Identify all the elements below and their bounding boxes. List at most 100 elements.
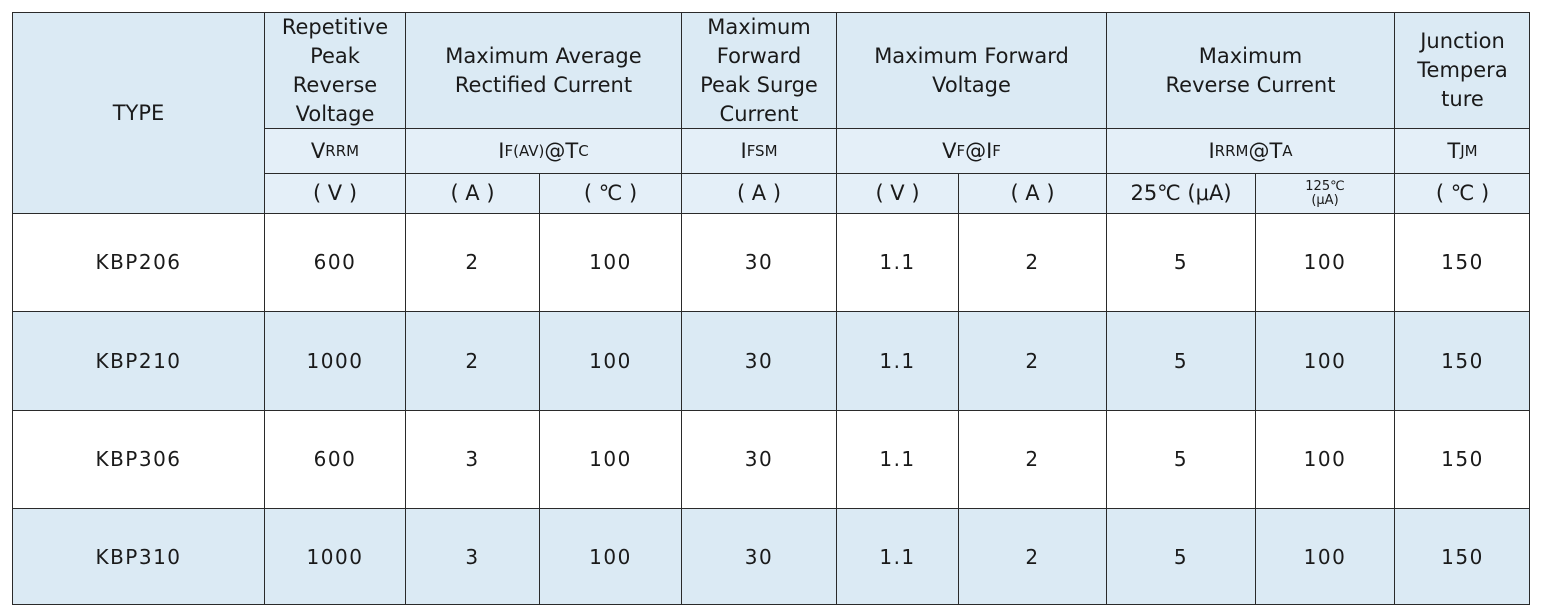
- text: 600: [313, 447, 357, 471]
- text: ( A ): [736, 181, 782, 205]
- data-cell: 150: [1394, 508, 1530, 605]
- text: 3: [465, 447, 480, 471]
- text: Repetitive Peak Reverse Voltage: [281, 14, 389, 126]
- text: Junction Tempera ture: [1417, 29, 1508, 111]
- unit-header: ( A ): [958, 173, 1106, 213]
- data-cell: KBP306: [12, 410, 264, 508]
- text: KBP306: [95, 447, 182, 471]
- text: RRM: [1214, 141, 1249, 160]
- text: 1000: [306, 544, 364, 569]
- data-cell: 100: [1255, 508, 1394, 605]
- data-cell: 5: [1106, 508, 1255, 605]
- group-header: Maximum Reverse Current: [1106, 12, 1394, 128]
- data-cell: 3: [405, 410, 539, 508]
- text: 1.1: [879, 447, 916, 471]
- text: 5: [1173, 250, 1189, 274]
- text: JM: [1460, 141, 1478, 160]
- data-cell: 30: [681, 410, 836, 508]
- text: FSM: [746, 141, 778, 160]
- text: Maximum Reverse Current: [1165, 43, 1336, 97]
- unit-header: 125℃ (μA): [1255, 173, 1394, 213]
- text: F(AV): [504, 141, 545, 160]
- data-cell: 2: [405, 213, 539, 311]
- text: V: [310, 138, 326, 163]
- data-cell: 5: [1106, 311, 1255, 410]
- symbol-header: V RRM: [264, 128, 405, 173]
- data-cell: 2: [958, 213, 1106, 311]
- text: ( A ): [450, 181, 495, 205]
- data-cell: 600: [264, 213, 405, 311]
- unit-header: ( V ): [264, 173, 405, 213]
- data-cell: 2: [958, 508, 1106, 605]
- text: Maximum Forward Peak Surge Current: [700, 14, 818, 126]
- symbol-header: I F(AV) @T C: [405, 128, 681, 173]
- text: 1.1: [879, 544, 916, 569]
- data-cell: 1.1: [836, 311, 958, 410]
- text: 100: [1303, 250, 1347, 274]
- text: 150: [1441, 447, 1484, 471]
- text: ( V ): [312, 181, 358, 205]
- data-cell: 2: [405, 311, 539, 410]
- data-cell: 100: [539, 508, 681, 605]
- text: 5: [1173, 544, 1189, 569]
- text: 30: [744, 348, 774, 373]
- data-cell: 100: [539, 213, 681, 311]
- text: 5: [1173, 348, 1189, 373]
- data-cell: 1.1: [836, 213, 958, 311]
- data-cell: 150: [1394, 311, 1530, 410]
- data-cell: 100: [539, 410, 681, 508]
- text: @T: [544, 138, 579, 163]
- data-cell: 100: [1255, 410, 1394, 508]
- data-cell: 100: [1255, 213, 1394, 311]
- data-cell: 2: [958, 311, 1106, 410]
- text: 2: [1025, 544, 1040, 569]
- text: 30: [744, 250, 774, 274]
- text: Maximum Forward Voltage: [874, 43, 1069, 97]
- text: 125℃ (μA): [1305, 178, 1345, 208]
- group-header: Repetitive Peak Reverse Voltage: [264, 12, 405, 128]
- text: 1000: [306, 348, 364, 373]
- text: I: [1208, 138, 1215, 163]
- text: KBP310: [95, 544, 182, 569]
- text: ( A ): [1010, 181, 1055, 205]
- data-cell: 3: [405, 508, 539, 605]
- text: 2: [465, 250, 480, 274]
- data-cell: 30: [681, 508, 836, 605]
- text: V: [942, 138, 957, 163]
- text: 100: [1303, 348, 1347, 373]
- text: I: [498, 138, 505, 163]
- text: 100: [1303, 544, 1347, 569]
- text: ( ℃ ): [1435, 181, 1490, 205]
- text: 2: [1025, 447, 1040, 471]
- unit-header: ( A ): [405, 173, 539, 213]
- data-cell: KBP310: [12, 508, 264, 605]
- symbol-header: I FSM: [681, 128, 836, 173]
- text: 100: [589, 250, 632, 274]
- unit-header: ( V ): [836, 173, 958, 213]
- text: 3: [465, 544, 480, 569]
- text: ( ℃ ): [583, 181, 638, 205]
- data-cell: 100: [1255, 311, 1394, 410]
- text: 2: [465, 348, 480, 373]
- text: 150: [1441, 348, 1484, 373]
- text: 1.1: [879, 250, 916, 274]
- text: 100: [589, 348, 632, 373]
- text: 100: [589, 447, 632, 471]
- text: 100: [1303, 447, 1347, 471]
- text: 150: [1441, 250, 1484, 274]
- data-cell: 2: [958, 410, 1106, 508]
- symbol-header: I RRM @T A: [1106, 128, 1394, 173]
- text: TYPE: [112, 100, 165, 125]
- data-cell: 1000: [264, 311, 405, 410]
- text: 2: [1025, 250, 1040, 274]
- data-cell: 5: [1106, 213, 1255, 311]
- unit-header: 25℃ (μA): [1106, 173, 1255, 213]
- text: 2: [1025, 348, 1040, 373]
- group-header: Maximum Average Rectified Current: [405, 12, 681, 128]
- text: ( V ): [875, 181, 920, 205]
- text: 30: [744, 447, 774, 471]
- data-cell: KBP206: [12, 213, 264, 311]
- text: 1.1: [879, 348, 916, 373]
- data-cell: 1000: [264, 508, 405, 605]
- text: 600: [313, 250, 357, 274]
